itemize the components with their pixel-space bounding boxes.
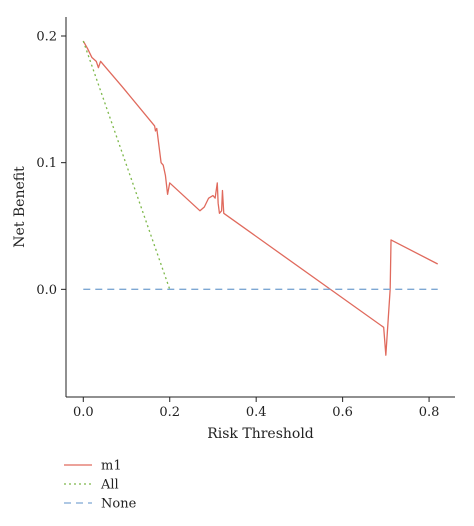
legend: m1 All None [64, 459, 137, 512]
x-tick-label: 0.0 [73, 405, 94, 420]
x-axis-title: Risk Threshold [207, 426, 314, 442]
series-lines [82, 40, 439, 356]
x-tick-label: 0.6 [332, 405, 353, 420]
legend-label-none: None [101, 497, 137, 512]
axis-titles: Risk Threshold Net Benefit [12, 166, 314, 442]
x-tick-label: 0.4 [246, 405, 267, 420]
x-tick-label: 0.2 [159, 405, 180, 420]
legend-label-m1: m1 [101, 459, 122, 474]
y-tick-label: 0.1 [36, 156, 57, 171]
x-tick-label: 0.8 [419, 405, 440, 420]
series-line-m1 [82, 40, 439, 356]
series-line-all [82, 40, 171, 290]
y-tick-label: 0.2 [36, 30, 57, 45]
legend-label-all: All [100, 478, 119, 493]
y-tick-label: 0.0 [36, 283, 57, 298]
y-axis-title: Net Benefit [12, 166, 28, 248]
axes: 0.0 0.2 0.4 0.6 0.8 0.0 0.1 0.2 [36, 17, 455, 420]
